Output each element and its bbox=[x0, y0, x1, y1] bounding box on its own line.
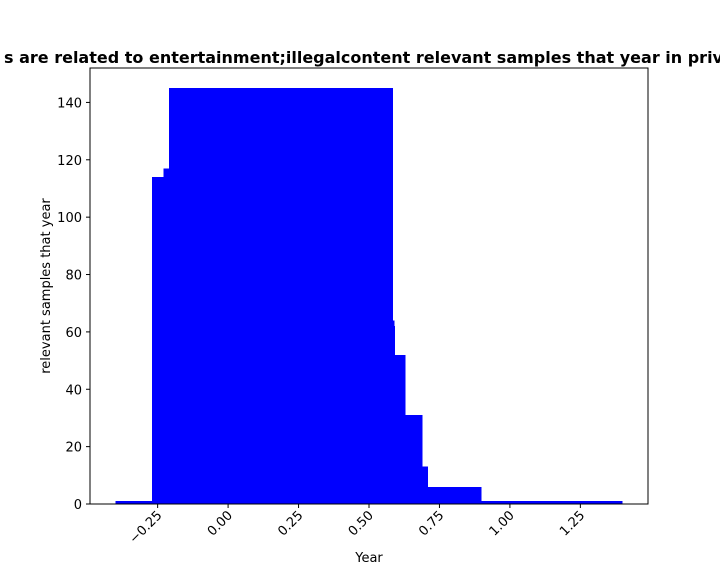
bar-1 bbox=[152, 177, 164, 504]
x-tick-label: 1.00 bbox=[487, 508, 518, 539]
x-tick-label: 0.00 bbox=[205, 508, 236, 539]
chart-title: s are related to entertainment;illegalco… bbox=[4, 48, 720, 67]
x-tick-label: 0.25 bbox=[275, 508, 306, 539]
bar-8 bbox=[422, 466, 429, 504]
y-tick-label: 100 bbox=[57, 211, 82, 226]
x-tick-label: 1.25 bbox=[557, 508, 588, 539]
y-tick-label: 140 bbox=[57, 96, 82, 111]
x-axis-label: Year bbox=[354, 551, 383, 566]
x-tick-label: 0.75 bbox=[416, 508, 447, 539]
bar-0 bbox=[115, 501, 152, 504]
bar-5 bbox=[394, 326, 396, 504]
bar-3 bbox=[168, 88, 393, 504]
y-axis: 0 20 40 60 80 100 120 140 bbox=[57, 96, 90, 513]
y-tick-label: 60 bbox=[65, 326, 82, 341]
y-tick-label: 120 bbox=[57, 154, 82, 169]
bar-9 bbox=[428, 486, 482, 504]
bar-10 bbox=[481, 501, 623, 504]
bars-group bbox=[115, 88, 623, 505]
y-axis-label: relevant samples that year bbox=[39, 198, 54, 374]
bar-6 bbox=[395, 354, 406, 504]
y-tick-label: 0 bbox=[74, 498, 82, 513]
bar-2 bbox=[163, 168, 169, 505]
bar-7 bbox=[405, 415, 423, 504]
x-tick-label: 0.50 bbox=[346, 508, 377, 539]
x-axis: −0.25 0.00 0.25 0.50 0.75 1.00 1.25 bbox=[127, 504, 588, 547]
x-tick-label: −0.25 bbox=[127, 508, 166, 547]
y-tick-label: 20 bbox=[65, 441, 82, 456]
y-tick-label: 40 bbox=[65, 383, 82, 398]
y-tick-label: 80 bbox=[65, 269, 82, 284]
bar-4 bbox=[392, 320, 395, 504]
